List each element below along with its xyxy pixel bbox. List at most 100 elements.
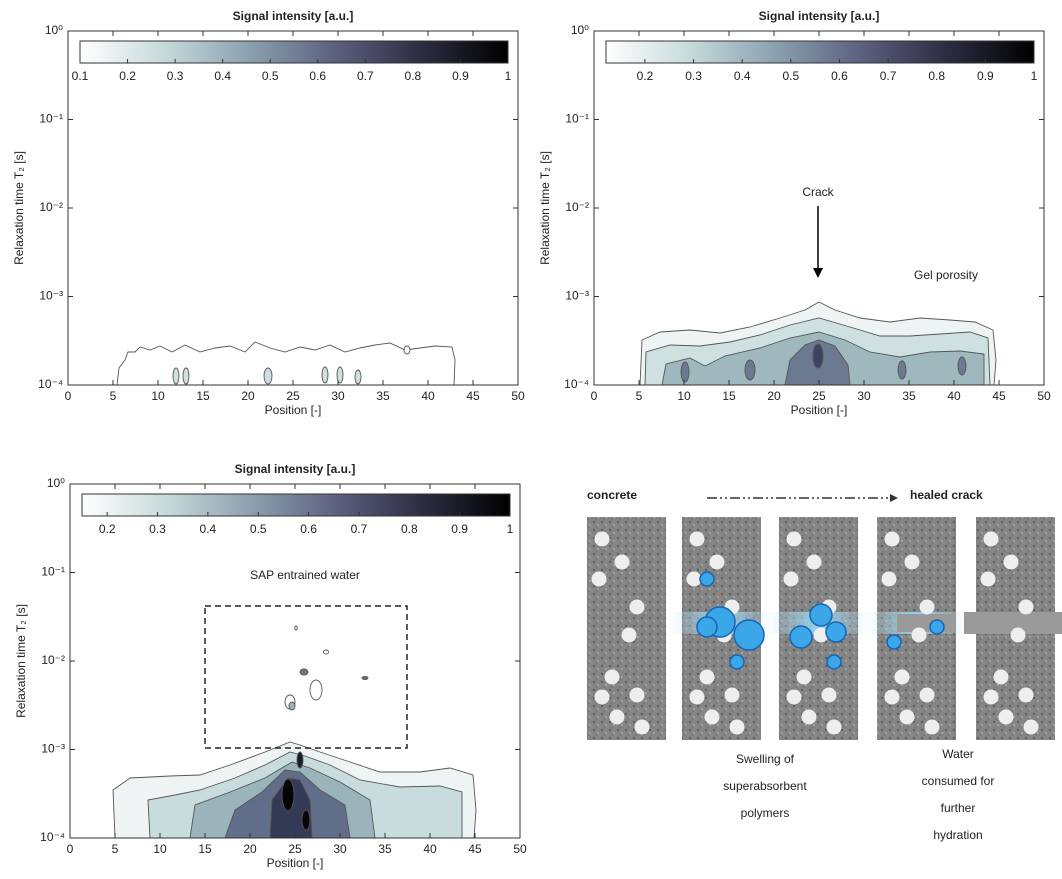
colorbar-tick-label: 0.6 <box>831 69 848 83</box>
colorbar <box>81 493 511 517</box>
colorbar-tick-label: 1 <box>1031 69 1038 83</box>
x-tick-label: 30 <box>857 389 871 403</box>
aggregate <box>629 687 645 703</box>
y-tick-label: 10⁻² <box>39 200 63 214</box>
y-tick-label: 10⁰ <box>571 23 589 37</box>
colorbar-tick-label: 0.7 <box>357 69 374 83</box>
x-tick-label: 0 <box>65 389 72 403</box>
chart-title: Signal intensity [a.u.] <box>235 462 356 476</box>
colorbar-tick-label: 0.6 <box>300 522 317 536</box>
aggregate <box>904 554 920 570</box>
contours-panel-2 <box>639 301 997 386</box>
y-tick-label: 10⁻³ <box>41 742 65 756</box>
x-tick-label: 50 <box>513 842 527 856</box>
aggregate <box>1018 687 1034 703</box>
x-tick-label: 25 <box>812 389 826 403</box>
sap-particle <box>809 603 833 627</box>
y-axis-label: Relaxation time T₂ [s] <box>538 151 552 265</box>
stage-label: concrete <box>587 488 637 502</box>
aggregate <box>594 531 610 547</box>
colorbar-tick-label: 0.7 <box>351 522 368 536</box>
aggregate <box>594 689 610 705</box>
aggregate <box>1023 719 1039 735</box>
x-tick-label: 50 <box>511 389 525 403</box>
colorbar-tick-label: 0.9 <box>977 69 994 83</box>
aggregate <box>614 554 630 570</box>
sap-particle <box>789 625 813 649</box>
aggregate <box>806 554 822 570</box>
colorbar-tick-label: 0.1 <box>72 69 89 83</box>
aggregate <box>709 554 725 570</box>
aggregate <box>689 531 705 547</box>
aggregate <box>813 627 829 643</box>
colorbar-tick-label: 0.2 <box>637 69 654 83</box>
aggregate <box>924 719 940 735</box>
colorbar-tick-label: 0.9 <box>452 69 469 83</box>
aggregate <box>609 709 625 725</box>
x-tick-label: 30 <box>331 389 345 403</box>
sap-particle <box>699 571 715 587</box>
x-tick-label: 5 <box>636 389 643 403</box>
sap-particle <box>826 654 842 670</box>
x-tick-label: 5 <box>112 842 119 856</box>
aggregate <box>1003 554 1019 570</box>
x-tick-label: 35 <box>376 389 390 403</box>
caption-line: Water <box>942 747 974 761</box>
healed-crack <box>897 614 956 632</box>
annotation: Gel porosity <box>914 268 978 282</box>
x-tick-label: 0 <box>591 389 598 403</box>
contours-panel-1 <box>116 341 456 386</box>
y-tick-label: 10⁰ <box>45 23 63 37</box>
aggregate <box>919 687 935 703</box>
y-tick-label: 10⁻¹ <box>41 565 65 579</box>
aggregate <box>634 719 650 735</box>
x-tick-label: 15 <box>722 389 736 403</box>
x-axis-label: Position [-] <box>791 403 848 417</box>
aggregate <box>1010 627 1026 643</box>
aggregate <box>689 689 705 705</box>
aggregate <box>919 599 935 615</box>
annotation: Crack <box>802 185 834 199</box>
aggregate <box>724 687 740 703</box>
aggregate <box>783 571 799 587</box>
x-tick-label: 10 <box>677 389 691 403</box>
colorbar-tick-label: 0.5 <box>782 69 799 83</box>
x-tick-label: 45 <box>992 389 1006 403</box>
x-tick-label: 20 <box>243 842 257 856</box>
y-tick-label: 10⁻³ <box>39 289 63 303</box>
caption-line: Swelling of <box>736 752 795 766</box>
x-tick-label: 50 <box>1037 389 1051 403</box>
y-tick-label: 10⁰ <box>47 476 65 490</box>
sap-particle <box>696 616 718 638</box>
x-tick-label: 45 <box>466 389 480 403</box>
x-tick-label: 40 <box>421 389 435 403</box>
y-axis-label: Relaxation time T₂ [s] <box>12 151 26 265</box>
aggregate <box>801 709 817 725</box>
aggregate <box>993 669 1009 685</box>
plot-frame <box>67 30 519 386</box>
aggregate <box>621 627 637 643</box>
sap-particle <box>825 621 847 643</box>
x-tick-label: 30 <box>333 842 347 856</box>
x-tick-label: 10 <box>153 842 167 856</box>
aggregate <box>704 709 720 725</box>
aggregate <box>911 627 927 643</box>
colorbar-tick-label: 0.4 <box>214 69 231 83</box>
chart-title: Signal intensity [a.u.] <box>233 9 354 23</box>
x-axis-label: Position [-] <box>265 403 322 417</box>
colorbar-tick-label: 0.3 <box>149 522 166 536</box>
x-tick-label: 15 <box>196 389 210 403</box>
sap-particle <box>729 654 745 670</box>
arrow-head <box>890 494 898 502</box>
colorbar-tick-label: 0.5 <box>262 69 279 83</box>
colorbar-tick-label: 0.4 <box>734 69 751 83</box>
caption-line: superabsorbent <box>723 779 807 793</box>
x-tick-label: 35 <box>378 842 392 856</box>
annotation: SAP entrained water <box>250 568 360 582</box>
colorbar-tick-label: 0.3 <box>685 69 702 83</box>
x-tick-label: 40 <box>423 842 437 856</box>
aggregate <box>591 571 607 587</box>
x-tick-label: 0 <box>67 842 74 856</box>
